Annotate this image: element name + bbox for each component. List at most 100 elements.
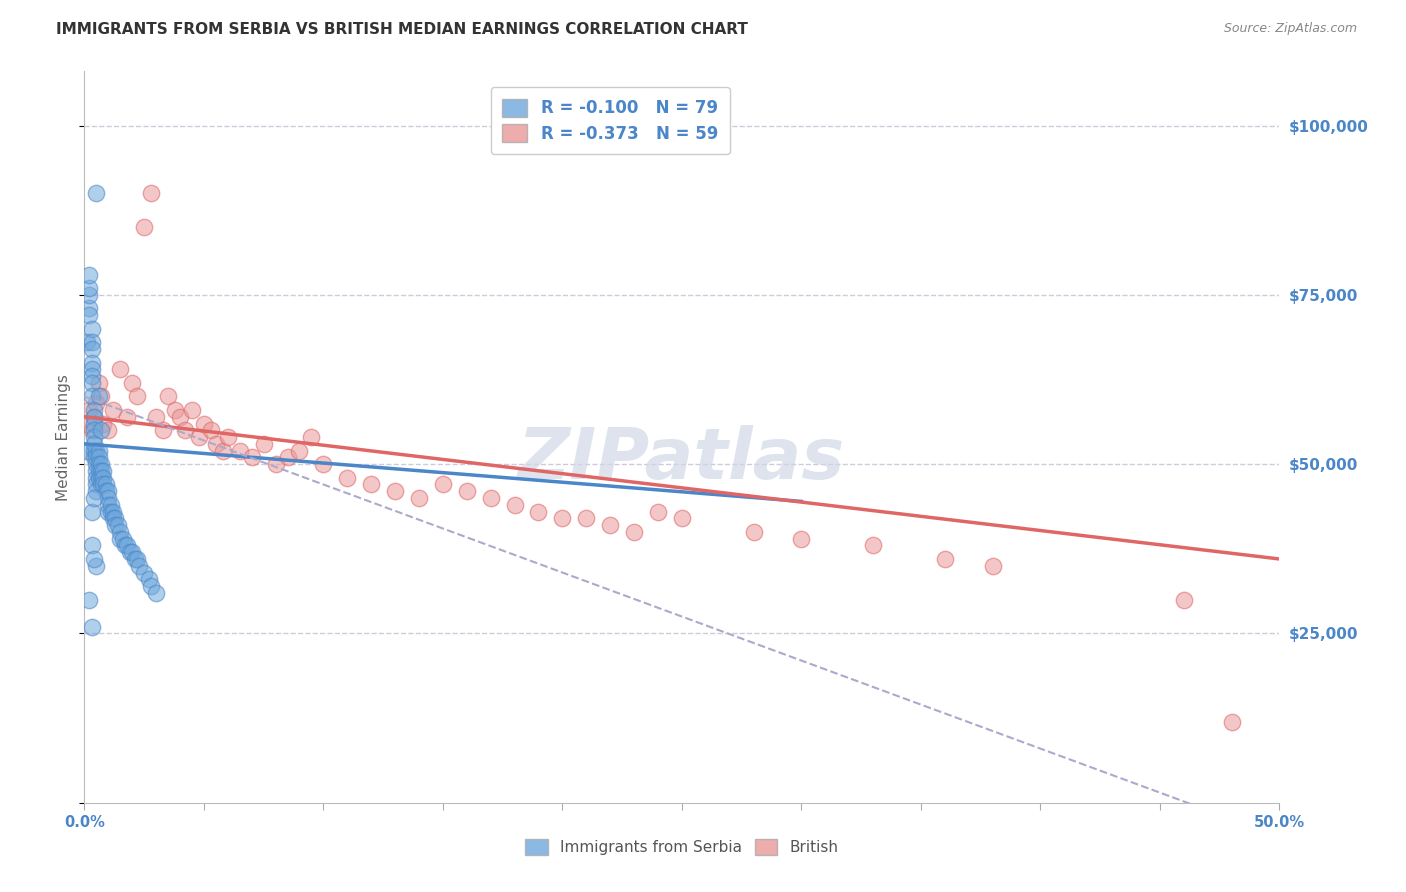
Text: Source: ZipAtlas.com: Source: ZipAtlas.com xyxy=(1223,22,1357,36)
Point xyxy=(83,403,105,417)
Point xyxy=(83,409,105,424)
Point xyxy=(141,579,163,593)
Point xyxy=(121,376,143,390)
Point xyxy=(934,552,956,566)
Point xyxy=(94,484,117,499)
Point xyxy=(647,505,669,519)
Point xyxy=(77,268,100,282)
Point xyxy=(141,186,163,201)
Point xyxy=(101,505,124,519)
Point xyxy=(277,450,299,465)
Point xyxy=(253,437,276,451)
Point xyxy=(93,471,115,485)
Point xyxy=(90,464,112,478)
Point xyxy=(80,355,103,369)
Point xyxy=(80,335,103,350)
Point xyxy=(80,389,103,403)
Point xyxy=(360,477,382,491)
Point xyxy=(551,511,574,525)
Point xyxy=(125,389,148,403)
Point xyxy=(87,464,110,478)
Point xyxy=(80,362,103,376)
Point xyxy=(742,524,765,539)
Point xyxy=(432,477,454,491)
Point xyxy=(100,498,122,512)
Point xyxy=(107,518,129,533)
Point xyxy=(104,518,127,533)
Point xyxy=(80,538,103,552)
Point xyxy=(86,471,108,485)
Point xyxy=(125,552,148,566)
Point xyxy=(76,335,98,350)
Point xyxy=(138,572,160,586)
Point xyxy=(76,443,98,458)
Point xyxy=(110,524,132,539)
Point xyxy=(87,450,110,465)
Point xyxy=(205,437,228,451)
Point xyxy=(83,417,105,431)
Point xyxy=(110,362,132,376)
Point xyxy=(86,450,108,465)
Point xyxy=(132,220,156,235)
Point xyxy=(76,417,98,431)
Point xyxy=(981,558,1004,573)
Point xyxy=(101,403,124,417)
Point xyxy=(101,511,124,525)
Point xyxy=(264,457,287,471)
Point xyxy=(83,443,105,458)
Point xyxy=(104,511,127,525)
Point xyxy=(169,409,191,424)
Point xyxy=(90,457,112,471)
Point xyxy=(145,586,167,600)
Point xyxy=(790,532,813,546)
Point xyxy=(90,423,112,437)
Point xyxy=(212,443,235,458)
Point xyxy=(623,524,645,539)
Point xyxy=(90,477,112,491)
Point xyxy=(80,505,103,519)
Point xyxy=(408,491,430,505)
Point xyxy=(77,301,100,316)
Point xyxy=(86,396,108,410)
Point xyxy=(1220,714,1243,729)
Point xyxy=(121,545,143,559)
Point xyxy=(80,369,103,384)
Point xyxy=(80,423,103,437)
Point xyxy=(83,552,105,566)
Point xyxy=(114,538,136,552)
Point xyxy=(83,409,105,424)
Point xyxy=(77,308,100,322)
Point xyxy=(152,423,174,437)
Point xyxy=(83,423,105,437)
Point xyxy=(86,558,108,573)
Point xyxy=(93,477,115,491)
Point xyxy=(86,443,108,458)
Point xyxy=(145,409,167,424)
Point xyxy=(97,505,120,519)
Point xyxy=(157,389,180,403)
Point xyxy=(165,403,187,417)
Point xyxy=(671,511,693,525)
Point xyxy=(110,532,132,546)
Point xyxy=(173,423,195,437)
Point xyxy=(312,457,335,471)
Point xyxy=(90,471,112,485)
Point xyxy=(80,376,103,390)
Point xyxy=(87,376,110,390)
Point xyxy=(86,464,108,478)
Point xyxy=(193,417,215,431)
Point xyxy=(456,484,478,499)
Point xyxy=(97,423,120,437)
Point xyxy=(90,389,112,403)
Point xyxy=(87,389,110,403)
Text: IMMIGRANTS FROM SERBIA VS BRITISH MEDIAN EARNINGS CORRELATION CHART: IMMIGRANTS FROM SERBIA VS BRITISH MEDIAN… xyxy=(56,22,748,37)
Point xyxy=(77,403,100,417)
Point xyxy=(527,505,550,519)
Point xyxy=(87,457,110,471)
Point xyxy=(86,477,108,491)
Point xyxy=(77,281,100,295)
Point xyxy=(117,538,139,552)
Point xyxy=(188,430,211,444)
Point xyxy=(77,288,100,302)
Legend: Immigrants from Serbia, British: Immigrants from Serbia, British xyxy=(519,833,845,861)
